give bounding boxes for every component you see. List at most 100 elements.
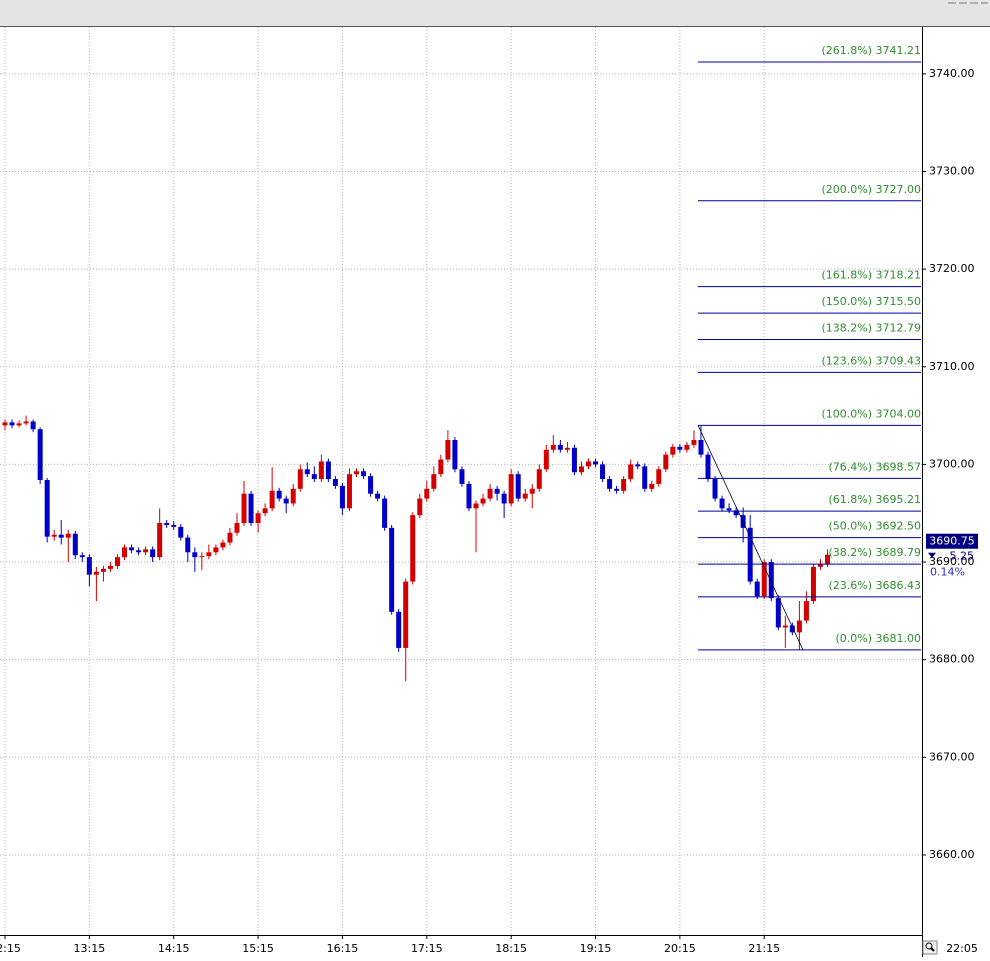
- candle-body: [171, 524, 177, 527]
- fib-level-label: (76.4%) 3698.57: [828, 460, 921, 473]
- candle-body: [656, 469, 662, 484]
- fib-level-label: (123.6%) 3709.43: [821, 354, 921, 367]
- candle-body: [9, 422, 15, 426]
- candle-body: [227, 532, 233, 543]
- x-tick-label: 15:15: [242, 942, 274, 955]
- y-tick-label: 3710.00: [929, 360, 975, 373]
- candle-body: [199, 556, 205, 558]
- candle-body: [23, 421, 29, 424]
- candle-body: [550, 444, 556, 450]
- candle-body: [297, 469, 303, 489]
- candle-body: [248, 493, 254, 523]
- candle-body: [114, 557, 120, 566]
- candle-body: [733, 510, 739, 516]
- candle-body: [389, 527, 395, 612]
- candle-body: [58, 534, 64, 538]
- candle-body: [494, 488, 500, 494]
- candle-body: [122, 547, 128, 558]
- candle-body: [311, 474, 317, 480]
- x-tick-label: 18:15: [495, 942, 527, 955]
- candle-body: [761, 562, 767, 597]
- fib-level-label: (150.0%) 3715.50: [821, 295, 921, 308]
- candle-body: [719, 498, 725, 509]
- candle-body: [346, 474, 352, 509]
- candle-body: [782, 625, 788, 628]
- y-tick-label: 3700.00: [929, 457, 975, 470]
- candle-body: [424, 488, 430, 499]
- candle-body: [72, 533, 78, 556]
- candle-body: [607, 479, 613, 489]
- candle-body: [100, 568, 106, 572]
- candle-body: [157, 522, 163, 558]
- candle-body: [712, 479, 718, 499]
- y-tick-label: 3670.00: [929, 750, 975, 763]
- candle-body: [136, 550, 142, 553]
- candle-body: [677, 446, 683, 450]
- candle-body: [2, 422, 8, 426]
- candle-body: [283, 498, 289, 504]
- candle-body: [16, 423, 22, 426]
- candle-body: [129, 547, 135, 551]
- candle-body: [318, 461, 324, 480]
- candle-body: [382, 498, 388, 528]
- candle-body: [220, 542, 226, 548]
- fib-trend-line: [697, 425, 804, 651]
- candle-body: [150, 549, 156, 558]
- candle-body: [255, 513, 261, 523]
- candle-body: [213, 547, 219, 553]
- zoom-handle: [930, 947, 935, 952]
- candle-body: [65, 533, 71, 538]
- fib-level-label: (261.8%) 3741.21: [821, 44, 921, 57]
- candle-body: [185, 537, 191, 553]
- y-tick-label: 3730.00: [929, 164, 975, 177]
- zoom-glass: [925, 942, 933, 950]
- candle-body: [628, 464, 634, 480]
- candle-body: [325, 461, 331, 480]
- candle-body: [396, 611, 402, 648]
- candle-body: [754, 581, 760, 597]
- candle-body: [339, 485, 345, 509]
- candle-body: [143, 549, 149, 553]
- fib-level-label: (50.0%) 3692.50: [828, 520, 921, 533]
- x-tick-label: 20:15: [664, 942, 696, 955]
- candle-body: [86, 557, 92, 575]
- candle-body: [164, 522, 170, 525]
- candle-body: [431, 474, 437, 489]
- candle-body: [536, 469, 542, 489]
- y-tick-label: 3690.00: [929, 555, 975, 568]
- candle-body: [571, 447, 577, 473]
- fib-level-label: (23.6%) 3686.43: [828, 579, 921, 592]
- candle-body: [593, 461, 599, 465]
- y-tick-label: 3740.00: [929, 67, 975, 80]
- candle-body: [269, 490, 275, 509]
- candle-body: [262, 508, 268, 514]
- candle-body: [600, 464, 606, 480]
- candle-body: [403, 581, 409, 648]
- candle-body: [747, 527, 753, 582]
- candle-body: [557, 444, 563, 450]
- candle-body: [789, 625, 795, 633]
- candle-body: [663, 454, 669, 470]
- x-tick-label: 16:15: [327, 942, 359, 955]
- candle-body: [206, 552, 212, 557]
- zoom-icon[interactable]: [922, 940, 938, 955]
- candle-body: [522, 493, 528, 499]
- candle-body: [635, 464, 641, 467]
- candle-body: [452, 439, 458, 470]
- fib-level-label: (0.0%) 3681.00: [835, 632, 921, 645]
- candle-body: [332, 479, 338, 486]
- x-tick-label: 19:15: [580, 942, 612, 955]
- candle-body: [691, 439, 697, 445]
- candle-body: [585, 461, 591, 467]
- fib-level-label: (61.8%) 3695.21: [828, 493, 921, 506]
- plot-area: (261.8%) 3741.21 (200.0%) 3727.00 (161.8%)…: [0, 27, 922, 935]
- candle-body: [51, 534, 57, 537]
- candle-body: [768, 562, 774, 599]
- candle-body: [445, 439, 451, 460]
- candle-body: [810, 566, 816, 602]
- fib-level-label: (138.2%) 3712.79: [821, 322, 921, 335]
- candle-body: [375, 493, 381, 499]
- x-tick-label: 12:15: [0, 942, 21, 955]
- candle-body: [107, 565, 113, 569]
- candle-body: [817, 563, 823, 567]
